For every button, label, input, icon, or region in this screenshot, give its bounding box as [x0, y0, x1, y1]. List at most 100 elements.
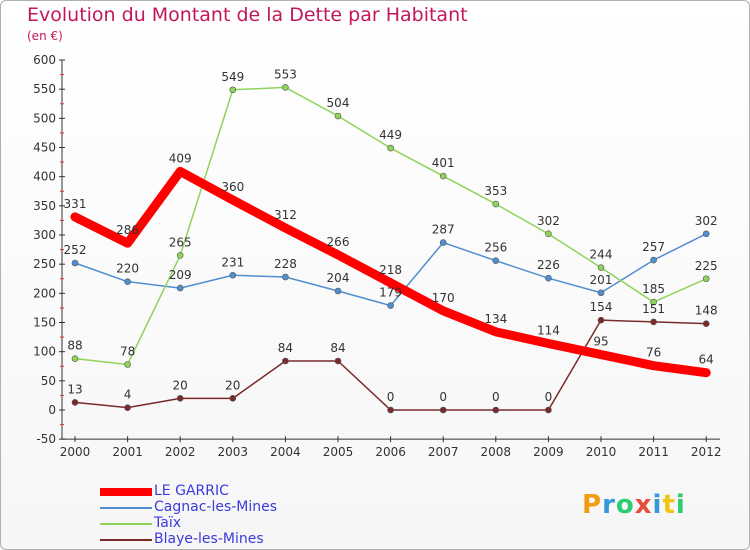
data-label: 64 [699, 353, 714, 367]
data-label: 84 [278, 341, 293, 355]
data-point [71, 259, 79, 267]
data-label: 256 [484, 241, 507, 255]
data-label: 151 [642, 302, 665, 316]
series-line [70, 166, 711, 378]
legend-swatch [100, 507, 152, 509]
data-point [176, 395, 184, 402]
data-label: 225 [695, 259, 718, 273]
y-tick-label: 300 [33, 228, 56, 242]
data-label: 549 [221, 70, 244, 84]
x-tick-label: 2007 [428, 445, 459, 459]
data-label: 504 [327, 96, 350, 110]
data-label: 218 [379, 263, 402, 277]
data-point [492, 406, 500, 414]
x-tick-label: 2009 [533, 445, 564, 459]
data-point [282, 84, 289, 91]
x-tick-label: 2005 [323, 445, 354, 459]
data-point [229, 86, 237, 94]
legend-swatch [100, 539, 152, 541]
y-tick-label: 400 [33, 170, 56, 184]
data-label: 201 [590, 273, 613, 287]
data-label: 20 [225, 378, 240, 392]
data-point [229, 395, 237, 402]
x-tick-label: 2003 [218, 445, 249, 459]
data-label: 148 [695, 304, 718, 318]
data-point [545, 230, 552, 238]
x-tick-label: 2000 [60, 445, 91, 459]
data-label: 209 [169, 268, 192, 282]
data-label: 553 [274, 67, 297, 81]
data-label: 76 [646, 346, 661, 360]
data-label: 114 [537, 324, 560, 338]
data-point [492, 257, 500, 264]
data-label: 401 [432, 156, 455, 170]
legend-label: LE GARRIC [154, 483, 229, 499]
data-label: 179 [379, 286, 402, 300]
x-tick-label: 2004 [270, 445, 301, 459]
data-label: 185 [642, 282, 665, 296]
data-point [334, 287, 342, 295]
data-point [439, 239, 447, 246]
data-point [597, 289, 605, 297]
data-label: 331 [64, 197, 87, 211]
data-label: 13 [67, 382, 82, 396]
data-point [124, 404, 131, 411]
data-point [545, 406, 552, 414]
y-tick-label: 150 [33, 316, 56, 330]
data-label: 231 [221, 255, 244, 269]
data-label: 78 [120, 345, 135, 359]
y-tick-label: 550 [33, 82, 56, 96]
legend-label: Cagnac-les-Mines [154, 499, 278, 515]
data-label: 244 [590, 248, 613, 262]
data-point [334, 112, 342, 120]
legend-label: Taïx [154, 515, 181, 531]
data-point [597, 316, 605, 324]
data-label: 84 [330, 341, 345, 355]
data-point [545, 274, 552, 282]
data-point [282, 357, 289, 365]
data-label: 0 [545, 390, 553, 404]
y-tick-label: 0 [48, 403, 56, 417]
legend-swatch [100, 523, 152, 525]
data-label: 287 [432, 223, 455, 237]
data-point [650, 298, 657, 306]
x-tick-label: 2001 [112, 445, 143, 459]
data-point [387, 144, 394, 152]
data-label: 353 [484, 184, 507, 198]
data-label: 302 [695, 214, 718, 228]
data-label: 226 [537, 258, 560, 272]
x-tick-label: 2006 [375, 445, 406, 459]
data-point [597, 264, 605, 271]
data-point [176, 252, 184, 259]
legend-swatch [100, 488, 152, 496]
data-label: 0 [492, 390, 500, 404]
y-tick-label: 100 [33, 345, 56, 359]
unit-label: (en €) [27, 29, 63, 43]
data-label: 134 [484, 312, 507, 326]
data-label: 286 [116, 223, 139, 237]
data-point [439, 172, 447, 180]
data-label: 265 [169, 235, 192, 249]
x-tick-label: 2002 [165, 445, 196, 459]
y-tick-label: 250 [33, 257, 56, 271]
data-label: 88 [67, 339, 82, 353]
data-point [71, 355, 79, 362]
data-label: 0 [439, 390, 447, 404]
data-label: 204 [327, 271, 350, 285]
data-label: 252 [64, 243, 87, 257]
data-label: 95 [593, 335, 608, 349]
data-label: 409 [169, 151, 192, 165]
data-label: 266 [327, 235, 350, 249]
y-tick-label: 500 [33, 111, 56, 125]
data-label: 0 [387, 390, 395, 404]
data-point [702, 275, 710, 283]
data-point [387, 302, 394, 309]
data-point [650, 256, 657, 264]
x-tick-label: 2012 [691, 445, 722, 459]
x-tick-label: 2008 [481, 445, 512, 459]
data-label: 257 [642, 240, 665, 254]
y-tick-label: 450 [33, 141, 56, 155]
x-tick-label: 2010 [586, 445, 617, 459]
data-point [650, 318, 657, 326]
